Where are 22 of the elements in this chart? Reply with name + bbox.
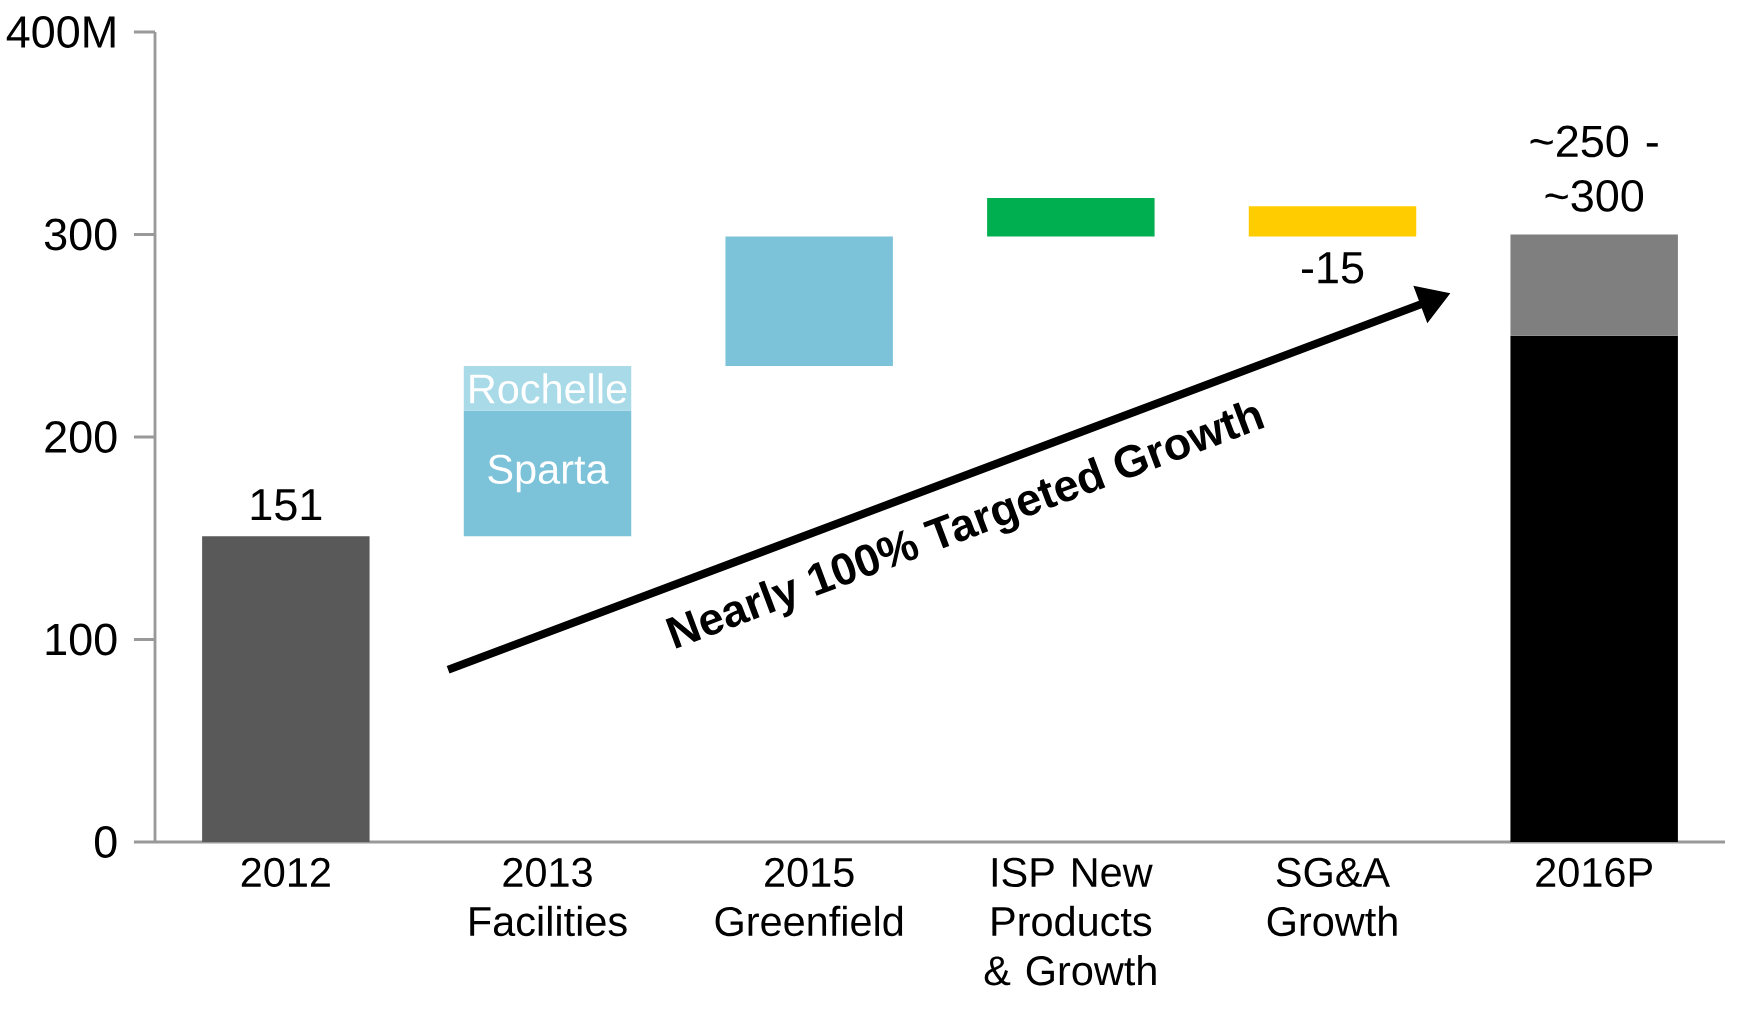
y-tick-label: 0: [94, 826, 117, 858]
bar: [1248, 206, 1417, 237]
bar: [987, 198, 1155, 237]
x-tick-label: 2013 Facilities: [470, 857, 627, 937]
data-label: 151: [251, 489, 322, 521]
data-label: -15: [1301, 252, 1364, 284]
y-tick-label: 400M: [6, 16, 115, 48]
y-tick-label: 200: [45, 421, 117, 453]
bar: [1510, 335, 1678, 842]
x-tick-label: SG&A Growth: [1267, 857, 1397, 937]
bar: [463, 410, 632, 537]
series-label: Sparta: [488, 454, 609, 493]
y-tick-label: 300: [44, 218, 117, 251]
bar: [202, 536, 370, 842]
x-tick-label: 2016P: [1536, 857, 1652, 888]
x-tick-label: 2015 Greenfield: [715, 857, 903, 937]
y-tick-label: 100: [46, 623, 117, 656]
series-label: Rochelle: [470, 373, 627, 404]
total-label: ~250 - ~300: [1530, 125, 1658, 212]
bar: [1510, 234, 1678, 336]
x-tick-label: ISP New Products & Growth: [984, 857, 1156, 986]
x-tick-label: 2012: [241, 857, 330, 888]
